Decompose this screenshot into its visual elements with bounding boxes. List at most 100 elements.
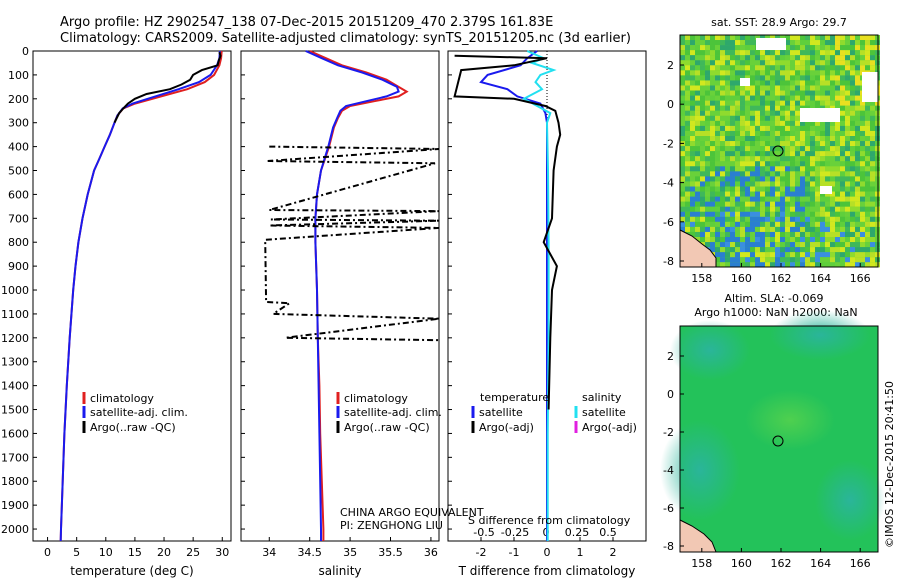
sst-cell: [870, 226, 875, 232]
sst-cell: [705, 60, 710, 66]
sst-cell: [745, 115, 750, 121]
sst-cell: [870, 45, 875, 51]
sst-cell: [710, 211, 715, 217]
sst-cell: [825, 242, 830, 248]
sst-cell: [775, 156, 780, 162]
sst-cell: [765, 110, 770, 116]
sst-cell: [810, 226, 815, 232]
sst-cell: [700, 226, 705, 232]
sst-cell: [735, 196, 740, 202]
sst-cell: [840, 257, 845, 263]
sst-cell: [820, 247, 825, 253]
sst-cell: [770, 231, 775, 238]
sst-cell: [820, 252, 825, 258]
sst-cell: [785, 201, 790, 207]
sst-cell: [700, 141, 705, 147]
sst-cell: [745, 181, 750, 187]
sst-cell: [840, 206, 845, 212]
sst-cell: [695, 171, 700, 177]
sst-cell: [680, 85, 685, 91]
sst-cell: [740, 206, 745, 212]
sst-cell: [865, 231, 870, 238]
sst-cell: [825, 120, 830, 126]
sst-cell: [685, 115, 690, 121]
sst-nodata-patch: [820, 186, 832, 194]
sst-cell: [725, 75, 730, 81]
sst-cell: [730, 146, 735, 152]
sst-cell: [790, 50, 795, 56]
sst-cell: [870, 146, 875, 152]
sst-cell: [835, 136, 840, 142]
sst-cell: [815, 226, 820, 232]
sst-nodata-patch: [756, 38, 786, 50]
sst-cell: [860, 156, 865, 162]
sst-cell: [785, 186, 790, 192]
sst-cell: [715, 166, 720, 172]
sst-cell: [690, 211, 695, 217]
sst-cell: [720, 60, 725, 66]
sst-cell: [685, 141, 690, 147]
sst-cell: [810, 141, 815, 147]
sst-cell: [715, 115, 720, 121]
sst-cell: [700, 75, 705, 81]
sst-cell: [785, 237, 790, 243]
sst-cell: [865, 60, 870, 66]
sst-cell: [690, 146, 695, 152]
sst-cell: [845, 186, 850, 192]
sst-cell: [745, 257, 750, 263]
sst-cell: [845, 252, 850, 258]
sst-cell: [745, 85, 750, 91]
sst-cell: [755, 60, 760, 66]
sst-cell: [835, 181, 840, 187]
sst-cell: [760, 105, 765, 111]
sst-cell: [840, 237, 845, 243]
sst-cell: [705, 125, 710, 131]
sst-cell: [830, 146, 835, 152]
sst-cell: [685, 156, 690, 162]
sst-cell: [835, 70, 840, 76]
sst-cell: [790, 45, 795, 51]
sst-cell: [835, 252, 840, 258]
sst-cell: [855, 130, 860, 137]
sst-cell: [755, 136, 760, 142]
sst-cell: [710, 105, 715, 111]
sst-cell: [825, 146, 830, 152]
sst-cell: [775, 226, 780, 232]
sst-cell: [705, 85, 710, 91]
sst-cell: [795, 226, 800, 232]
sst-cell: [760, 95, 765, 101]
sst-cell: [720, 55, 725, 61]
sst-cell: [710, 171, 715, 177]
sst-cell: [785, 242, 790, 248]
sst-cell: [860, 211, 865, 217]
sst-cell: [740, 45, 745, 51]
sst-cell: [820, 171, 825, 177]
sst-cell: [765, 35, 770, 41]
sst-cell: [855, 237, 860, 243]
sst-cell: [685, 166, 690, 172]
sst-cell: [800, 75, 805, 81]
sst-cell: [835, 130, 840, 137]
sst-cell: [735, 201, 740, 207]
sst-cell: [705, 191, 710, 197]
sst-cell: [810, 186, 815, 192]
sst-cell: [755, 247, 760, 253]
sst-cell: [855, 120, 860, 126]
sst-cell: [835, 186, 840, 192]
sst-cell: [755, 186, 760, 192]
sst-cell: [830, 70, 835, 76]
depth-tick-label: 700: [8, 212, 29, 225]
sst-cell: [720, 110, 725, 116]
sst-cell: [695, 35, 700, 41]
sst-cell: [830, 35, 835, 41]
sst-cell: [770, 181, 775, 187]
sst-cell: [770, 90, 775, 96]
sst-cell: [785, 196, 790, 202]
sst-cell: [845, 40, 850, 46]
sst-cell: [685, 80, 690, 86]
sst-cell: [845, 70, 850, 76]
sst-cell: [870, 252, 875, 258]
sst-cell: [765, 191, 770, 197]
sst-cell: [860, 176, 865, 182]
